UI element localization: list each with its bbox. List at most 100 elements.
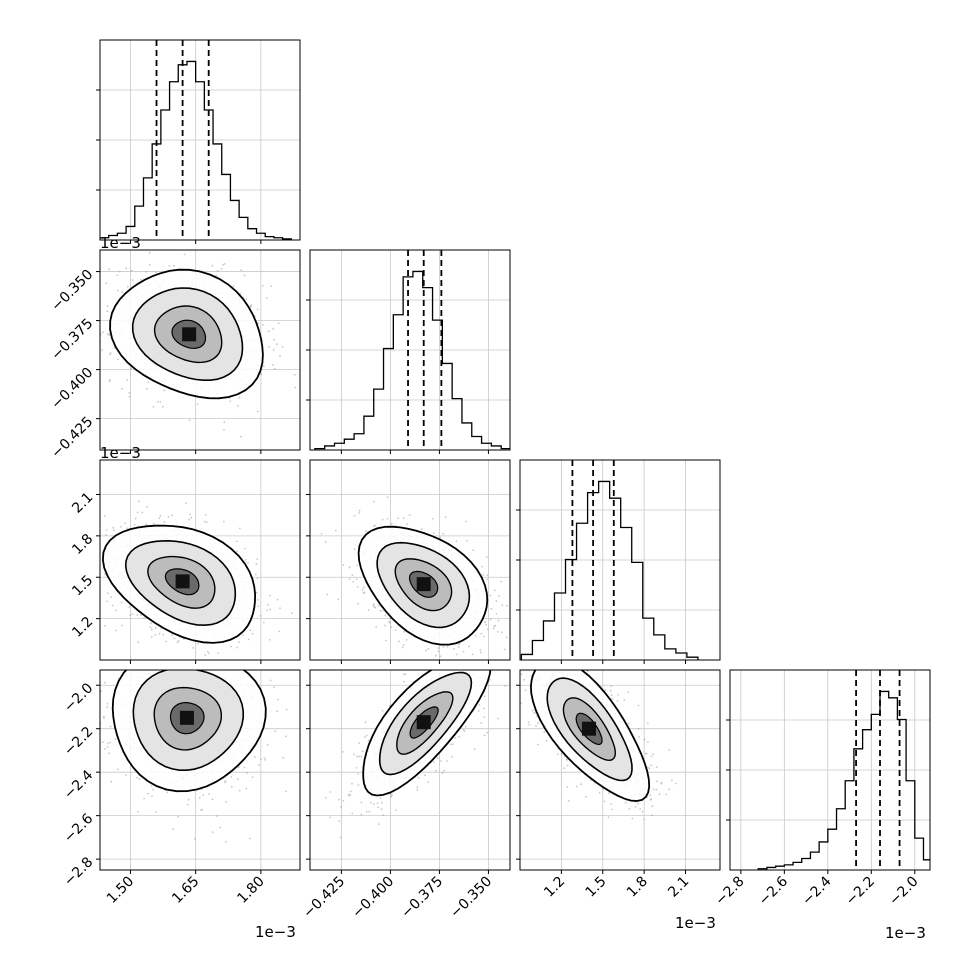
scatter-point bbox=[108, 353, 111, 356]
scatter-point bbox=[652, 753, 655, 756]
scatter-point bbox=[216, 270, 219, 272]
scatter-point bbox=[190, 648, 192, 650]
scatter-point bbox=[389, 617, 391, 620]
scatter-point bbox=[536, 668, 538, 670]
scatter-point bbox=[420, 528, 423, 531]
scatter-point bbox=[473, 645, 475, 647]
scatter-point bbox=[251, 776, 254, 778]
scatter-point bbox=[576, 661, 578, 663]
scatter-point bbox=[456, 653, 458, 656]
scatter-point bbox=[373, 803, 375, 805]
scatter-point bbox=[262, 621, 265, 624]
scatter-point bbox=[109, 725, 112, 728]
scatter-point bbox=[240, 269, 243, 272]
scatter-point bbox=[236, 646, 239, 649]
scatter-point bbox=[480, 655, 482, 657]
scatter-point bbox=[514, 586, 516, 588]
scatter-point bbox=[216, 666, 218, 668]
scatter-point bbox=[505, 636, 508, 639]
panel-2-2 bbox=[520, 460, 720, 660]
scatter-point bbox=[104, 748, 106, 750]
scatter-point bbox=[105, 534, 107, 536]
scatter-point bbox=[101, 349, 104, 351]
scatter-point bbox=[121, 652, 123, 654]
scatter-point bbox=[372, 603, 375, 606]
scatter-point bbox=[273, 367, 276, 370]
scatter-point bbox=[655, 788, 658, 791]
scatter-point bbox=[357, 602, 360, 605]
scatter-point bbox=[480, 722, 482, 724]
scatter-point bbox=[358, 509, 361, 512]
scatter-point bbox=[85, 711, 87, 713]
scatter-point bbox=[111, 604, 114, 607]
scatter-point bbox=[107, 592, 109, 595]
scatter-point bbox=[458, 735, 460, 738]
scatter-point bbox=[237, 663, 239, 665]
scatter-point bbox=[109, 352, 112, 354]
scatter-point bbox=[388, 620, 391, 623]
scatter-point bbox=[638, 736, 641, 738]
scatter-point bbox=[482, 574, 485, 576]
scatter-point bbox=[543, 654, 545, 656]
scatter-point bbox=[485, 623, 487, 626]
scatter-point bbox=[212, 662, 214, 664]
scatter-point bbox=[211, 264, 214, 267]
scatter-point bbox=[340, 805, 342, 808]
scatter-point bbox=[365, 811, 368, 813]
scatter-point bbox=[434, 657, 436, 659]
scatter-point bbox=[268, 638, 271, 641]
scatter-point bbox=[462, 728, 465, 731]
scatter-point bbox=[257, 322, 259, 325]
scatter-point bbox=[148, 251, 151, 254]
panel-1-0 bbox=[94, 250, 300, 450]
scatter-point bbox=[155, 271, 157, 274]
scatter-point bbox=[379, 609, 382, 612]
scatter-point bbox=[575, 785, 578, 788]
scatter-point bbox=[140, 278, 143, 281]
scatter-point bbox=[426, 662, 428, 664]
scatter-point bbox=[388, 704, 391, 707]
scatter-point bbox=[112, 635, 114, 637]
scatter-point bbox=[480, 632, 483, 635]
scatter-point bbox=[228, 397, 231, 400]
scatter-point bbox=[188, 518, 190, 521]
scatter-point bbox=[251, 632, 254, 635]
scatter-point bbox=[361, 750, 364, 753]
scatter-point bbox=[353, 548, 356, 551]
scatter-point bbox=[541, 650, 543, 652]
scatter-point bbox=[124, 774, 127, 776]
scatter-point bbox=[473, 748, 476, 750]
scatter-point bbox=[403, 680, 405, 683]
scatter-point bbox=[276, 343, 278, 346]
scatter-point bbox=[108, 380, 111, 383]
scatter-point bbox=[489, 678, 491, 681]
scatter-point bbox=[535, 664, 537, 666]
scatter-point bbox=[649, 799, 652, 801]
scatter-point bbox=[190, 516, 193, 519]
scatter-point bbox=[150, 628, 153, 631]
scatter-point bbox=[372, 604, 375, 607]
scatter-point bbox=[68, 557, 70, 559]
scatter-point bbox=[402, 517, 405, 519]
scatter-point bbox=[294, 386, 297, 389]
scatter-point bbox=[138, 778, 141, 780]
scatter-point bbox=[349, 790, 352, 793]
scatter-point bbox=[483, 716, 486, 719]
scatter-point bbox=[269, 594, 271, 597]
scatter-point bbox=[329, 816, 331, 819]
scatter-point bbox=[211, 798, 214, 801]
scatter-point bbox=[96, 804, 98, 806]
scatter-point bbox=[486, 628, 489, 631]
scatter-point bbox=[357, 784, 360, 786]
scatter-point bbox=[390, 626, 393, 629]
scatter-point bbox=[172, 657, 174, 659]
scatter-point bbox=[149, 626, 152, 629]
scatter-point bbox=[94, 344, 96, 346]
scatter-point bbox=[238, 641, 240, 644]
scatter-point bbox=[444, 516, 447, 519]
scatter-point bbox=[497, 717, 499, 720]
scatter-point bbox=[147, 381, 150, 384]
scatter-point bbox=[97, 541, 99, 543]
scatter-point bbox=[467, 666, 469, 668]
scatter-point bbox=[494, 589, 496, 592]
